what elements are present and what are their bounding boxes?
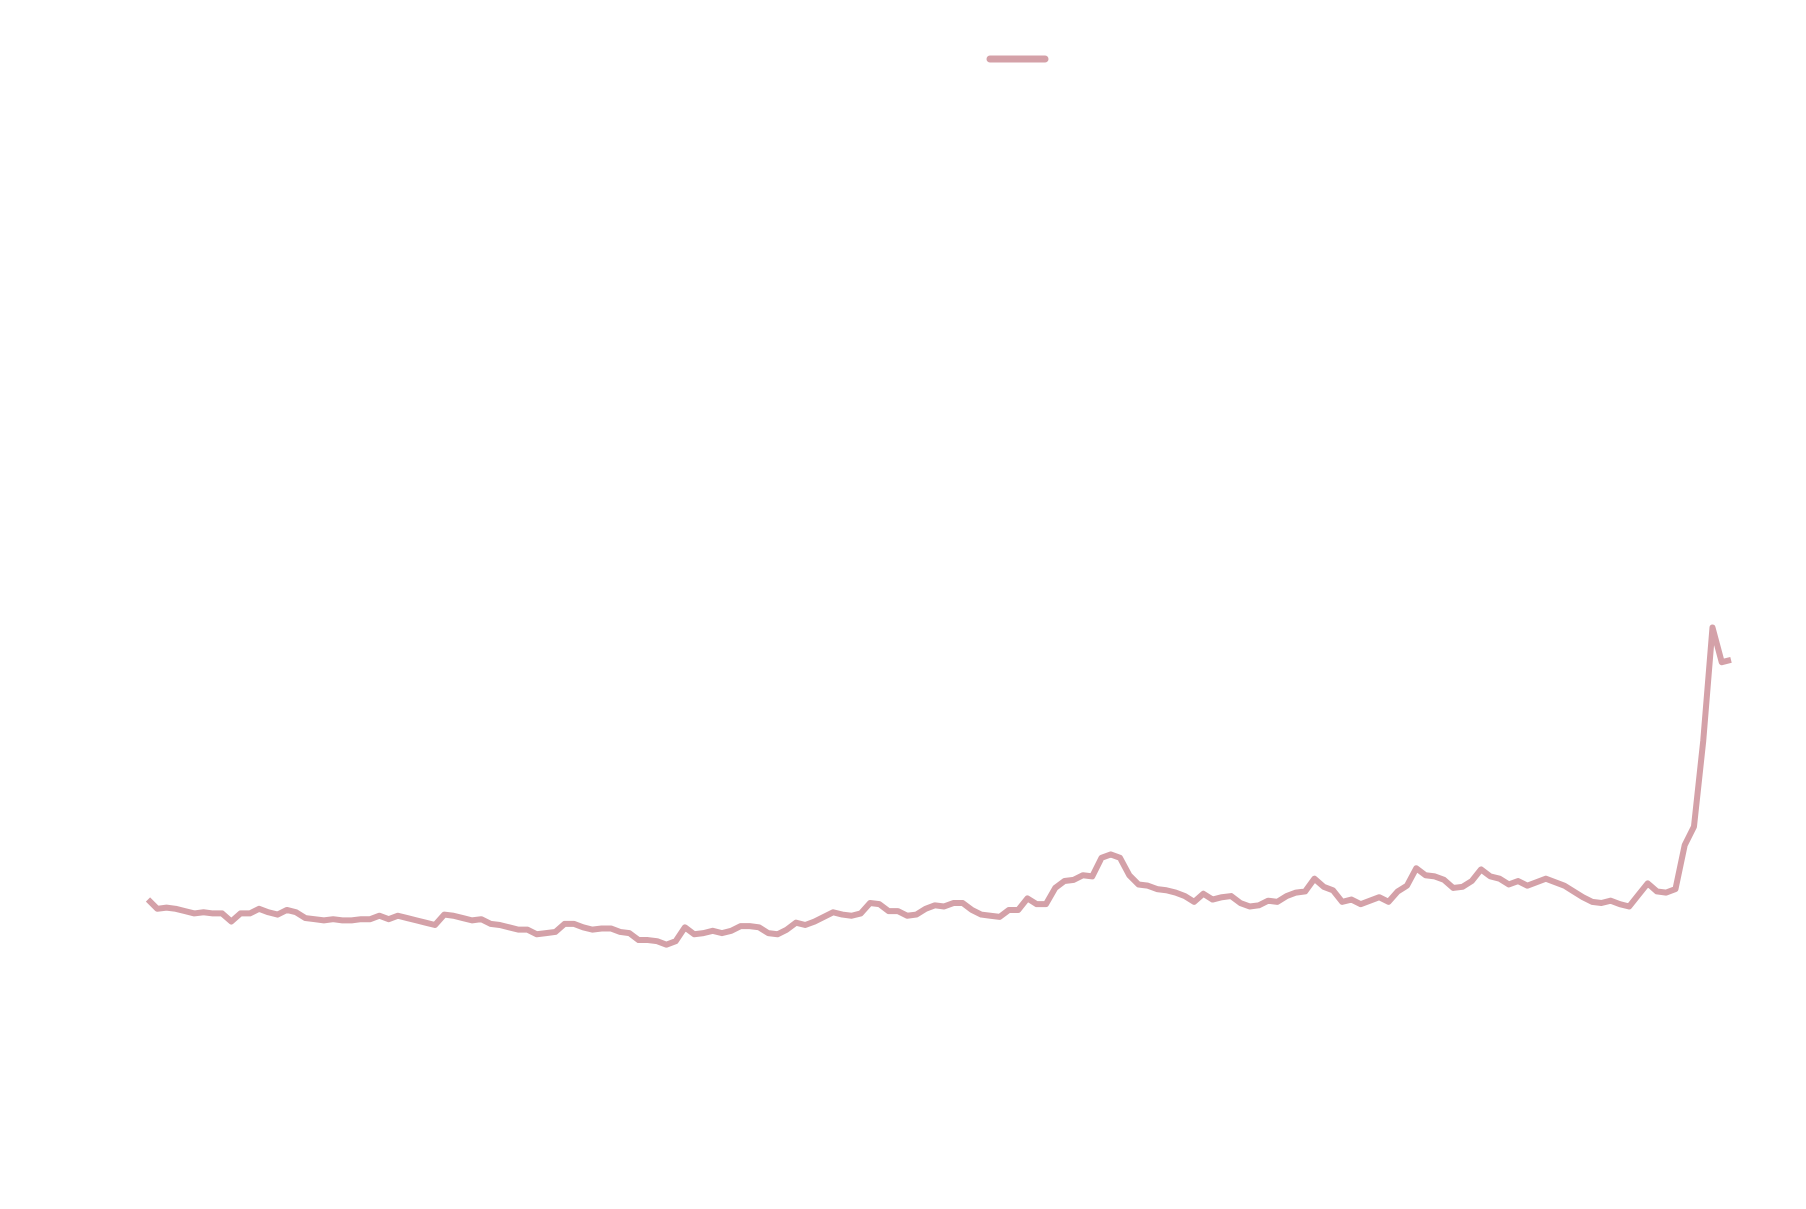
- data-line: [145, 624, 1732, 948]
